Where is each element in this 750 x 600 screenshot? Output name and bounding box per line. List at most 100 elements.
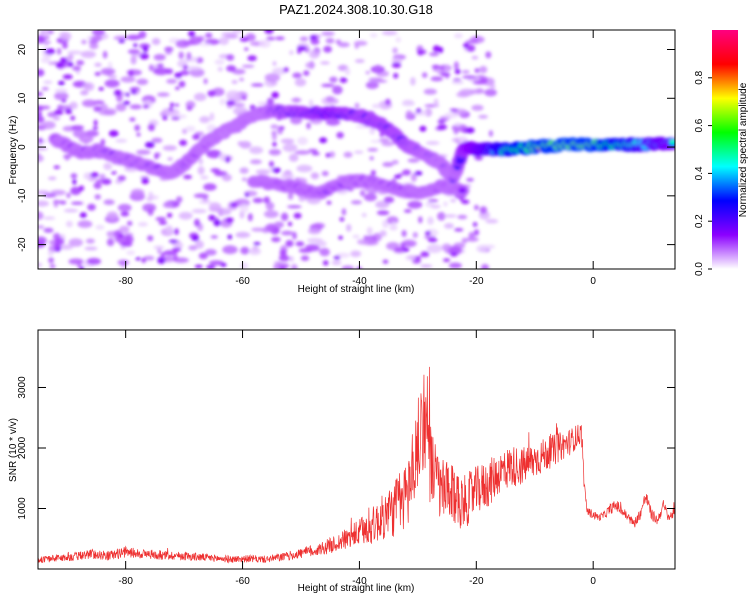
heatmap-noise-blob xyxy=(89,43,99,50)
heatmap-noise-blob xyxy=(87,203,96,211)
heatmap-noise-blob xyxy=(287,205,302,209)
heatmap-noise-blob xyxy=(188,245,198,251)
heatmap-noise-blob xyxy=(41,86,49,91)
heatmap-noise-blob xyxy=(453,127,459,135)
heatmap-noise-blob xyxy=(139,53,149,60)
x-tick-label: 0 xyxy=(590,276,596,287)
heatmap-noise-blob xyxy=(84,246,98,251)
heatmap-noise-blob xyxy=(98,110,115,116)
heatmap-noise-blob xyxy=(272,141,277,147)
heatmap-noise-blob xyxy=(239,77,245,82)
heatmap-noise-blob xyxy=(129,104,142,110)
heatmap-noise-blob xyxy=(423,88,437,95)
heatmap-noise-blob xyxy=(93,181,102,190)
heatmap-noise-blob xyxy=(437,120,446,124)
heatmap-noise-blob xyxy=(219,98,226,106)
heatmap-noise-blob xyxy=(141,177,150,185)
heatmap-noise-blob xyxy=(485,51,492,59)
heatmap-noise-blob xyxy=(42,139,47,143)
heatmap-noise-blob xyxy=(472,80,487,85)
heatmap-noise-blob xyxy=(174,103,180,107)
heatmap-noise-blob xyxy=(53,109,64,116)
heatmap-noise-blob xyxy=(65,108,73,115)
heatmap-noise-blob xyxy=(198,158,203,165)
heatmap-noise-blob xyxy=(367,148,379,152)
heatmap-noise-blob xyxy=(136,149,151,155)
heatmap-noise-blob xyxy=(219,152,227,161)
heatmap-noise-blob xyxy=(417,49,424,56)
heatmap-noise-blob xyxy=(479,206,488,214)
heatmap-noise-blob xyxy=(280,138,295,144)
heatmap-noise-blob xyxy=(79,266,85,269)
heatmap-noise-blob xyxy=(220,262,227,267)
x-tick-label: 0 xyxy=(590,576,596,587)
heatmap-noise-blob xyxy=(94,71,101,76)
heatmap-noise-blob xyxy=(93,119,98,127)
heatmap-noise-blob xyxy=(376,210,390,216)
heatmap-noise-blob xyxy=(401,101,415,107)
y-tick-label: 3000 xyxy=(17,376,28,399)
heatmap-noise-blob xyxy=(185,125,196,132)
heatmap-noise-blob xyxy=(116,93,123,102)
heatmap-noise-blob xyxy=(266,97,274,107)
heatmap-noise-blob xyxy=(221,174,232,182)
heatmap-noise-blob xyxy=(321,170,329,177)
heatmap-noise-blob xyxy=(430,76,444,82)
heatmap-noise-blob xyxy=(290,264,298,269)
heatmap-noise-blob xyxy=(133,43,138,47)
heatmap-noise-blob xyxy=(462,75,477,79)
heatmap-noise-blob xyxy=(283,67,289,73)
heatmap-noise-blob xyxy=(461,199,470,204)
heatmap-noise-blob xyxy=(393,73,399,79)
heatmap-noise-blob xyxy=(379,230,387,237)
snr-series-line xyxy=(38,366,675,564)
heatmap-noise-blob xyxy=(308,49,320,59)
heatmap-noise-blob xyxy=(193,208,202,213)
heatmap-noise-blob xyxy=(322,260,329,266)
heatmap-noise-blob xyxy=(307,227,321,235)
heatmap-noise-blob xyxy=(437,211,446,221)
heatmap-noise-blob xyxy=(279,266,287,269)
colorbar-gradient xyxy=(712,30,738,269)
heatmap-noise-blob xyxy=(288,153,299,162)
heatmap-noise-blob xyxy=(337,42,350,48)
heatmap-noise-blob xyxy=(126,34,142,41)
heatmap-noise-blob xyxy=(143,255,155,261)
heatmap-noise-blob xyxy=(401,230,407,237)
heatmap-noise-blob xyxy=(250,83,264,87)
heatmap-noise-blob xyxy=(48,176,57,181)
heatmap-noise-blob xyxy=(213,219,221,227)
heatmap-noise-blob xyxy=(113,89,122,96)
heatmap-noise-blob xyxy=(70,115,76,121)
heatmap-noise-blob xyxy=(157,257,166,264)
heatmap-noise-blob xyxy=(162,202,173,209)
heatmap-noise-blob xyxy=(217,67,223,72)
heatmap-noise-blob xyxy=(350,200,362,205)
heatmap-noise-blob xyxy=(418,216,423,224)
heatmap-noise-blob xyxy=(189,68,205,77)
heatmap-noise-blob xyxy=(130,188,145,198)
heatmap-noise-blob xyxy=(287,192,294,200)
heatmap-noise-blob xyxy=(53,242,60,250)
heatmap-noise-blob xyxy=(394,174,402,179)
heatmap-noise-blob xyxy=(443,214,457,218)
heatmap-noise-blob xyxy=(167,157,173,161)
heatmap-noise-blob xyxy=(135,257,141,261)
heatmap-noise-blob xyxy=(484,88,497,97)
heatmap-noise-blob xyxy=(332,85,343,95)
x-tick-label: -60 xyxy=(235,576,250,587)
heatmap-noise-blob xyxy=(117,175,126,181)
heatmap-noise-blob xyxy=(469,89,486,95)
heatmap-noise-blob xyxy=(294,150,311,155)
heatmap-noise-blob xyxy=(81,39,87,45)
heatmap-noise-blob xyxy=(275,36,285,41)
heatmap-noise-blob xyxy=(419,125,427,132)
heatmap-noise-blob xyxy=(272,61,277,66)
heatmap-noise-blob xyxy=(56,47,62,55)
heatmap-noise-blob xyxy=(479,65,488,74)
heatmap-noise-blob xyxy=(158,221,168,225)
heatmap-noise-blob xyxy=(292,72,302,79)
heatmap-noise-blob xyxy=(444,223,454,229)
heatmap-noise-blob xyxy=(42,30,49,37)
heatmap-noise-blob xyxy=(147,123,155,132)
